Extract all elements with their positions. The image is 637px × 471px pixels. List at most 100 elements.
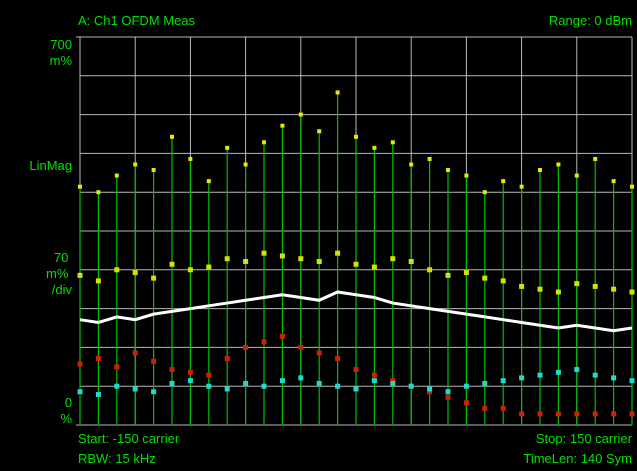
point — [592, 372, 598, 378]
stop-label: Stop: 150 carrier — [536, 431, 633, 446]
point — [132, 270, 138, 276]
trace-line — [79, 290, 633, 333]
stem-head — [225, 145, 230, 150]
point — [169, 380, 175, 386]
stem-head — [170, 134, 174, 139]
point — [243, 344, 249, 350]
range-label: Range: 0 dBm — [549, 13, 632, 28]
stem-head — [446, 168, 450, 173]
point — [335, 250, 341, 256]
stem-head — [464, 173, 469, 178]
point — [390, 380, 396, 386]
point — [555, 411, 561, 417]
point — [611, 286, 617, 292]
point — [132, 386, 138, 392]
stem-head — [611, 179, 616, 184]
point — [224, 256, 230, 262]
point — [95, 355, 101, 361]
stem-head — [280, 123, 285, 128]
point — [371, 378, 377, 384]
point — [114, 364, 120, 370]
point — [519, 375, 525, 381]
stem-head — [133, 162, 138, 167]
point — [298, 344, 304, 350]
stem-head — [317, 129, 322, 134]
per-div-line: /div — [52, 282, 73, 297]
stem-head — [243, 162, 248, 167]
point — [537, 411, 543, 417]
stem-head — [630, 184, 634, 189]
point — [611, 411, 617, 417]
stem-head — [538, 168, 542, 173]
point — [390, 378, 396, 384]
point — [206, 264, 212, 270]
start-label: Start: -150 carrier — [78, 431, 180, 446]
point — [371, 372, 377, 378]
point — [592, 283, 598, 289]
point — [629, 289, 635, 295]
stem-head — [519, 184, 524, 189]
per-div-line: m% — [46, 266, 69, 281]
plot-area: 700 m%0% — [50, 36, 635, 426]
point — [629, 378, 635, 384]
point — [445, 272, 451, 278]
point — [445, 389, 451, 395]
point — [224, 355, 230, 361]
stem-head — [372, 145, 377, 150]
point — [187, 378, 193, 384]
point — [408, 383, 414, 389]
point — [519, 283, 525, 289]
timelen-label: TimeLen: 140 Sym — [523, 451, 632, 466]
point — [353, 261, 359, 267]
stem-head — [151, 168, 156, 173]
point — [298, 256, 304, 262]
point — [335, 355, 341, 361]
point — [151, 275, 157, 281]
stem-head — [501, 179, 506, 184]
point — [132, 350, 138, 356]
point — [151, 358, 157, 364]
point — [482, 380, 488, 386]
point — [482, 405, 488, 411]
point — [371, 264, 377, 270]
point — [574, 281, 580, 287]
point — [243, 380, 249, 386]
point — [151, 389, 157, 395]
point — [316, 258, 322, 264]
rbw-label: RBW: 15 kHz — [78, 451, 156, 466]
point — [537, 372, 543, 378]
y-tick-label: 700 m% — [50, 37, 73, 68]
stem-head — [390, 140, 395, 145]
point — [537, 286, 543, 292]
stem-head — [335, 90, 340, 95]
per-div-line: 70 — [54, 250, 68, 265]
point — [574, 367, 580, 373]
point — [279, 333, 285, 339]
point — [169, 367, 175, 373]
point — [427, 386, 433, 392]
point — [279, 378, 285, 384]
point — [427, 267, 433, 273]
stem-head — [262, 140, 266, 145]
point — [555, 369, 561, 375]
per-div-label: 70 m% /div — [46, 250, 73, 297]
point — [206, 372, 212, 378]
point — [500, 278, 506, 284]
point — [427, 389, 433, 395]
point — [463, 400, 469, 406]
trace-title: A: Ch1 OFDM Meas — [78, 13, 196, 28]
point — [519, 411, 525, 417]
point — [279, 253, 285, 259]
stem-head — [482, 190, 487, 195]
stem-head — [354, 134, 358, 139]
stem-head — [409, 162, 414, 167]
point — [408, 258, 414, 264]
point — [77, 361, 83, 367]
point — [224, 386, 230, 392]
stem-head — [206, 179, 211, 184]
stem-head — [78, 184, 82, 189]
point — [114, 383, 120, 389]
point — [95, 392, 101, 398]
point — [555, 289, 561, 295]
